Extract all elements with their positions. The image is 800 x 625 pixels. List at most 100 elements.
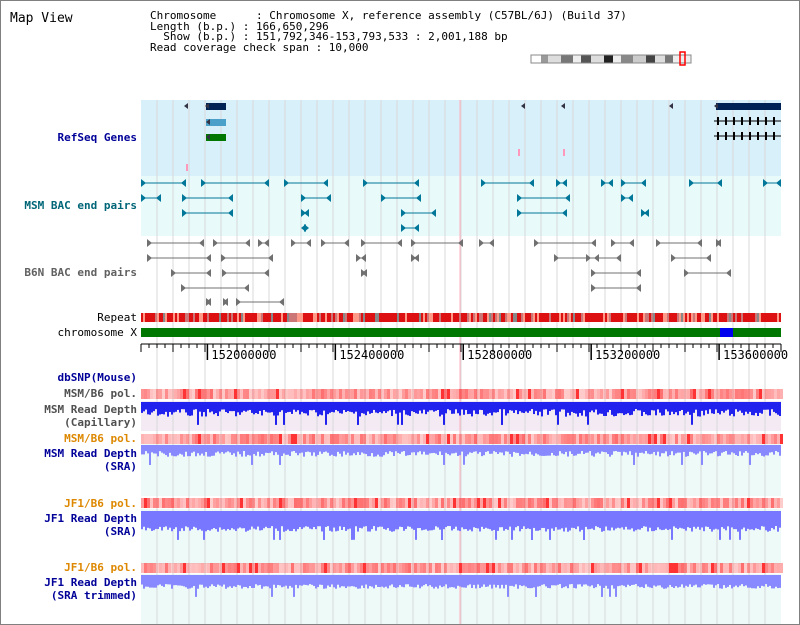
msm-b6-pol-cell	[747, 389, 750, 399]
msm-b6-pol2-cell	[705, 434, 708, 444]
msm-b6-pol-cell	[396, 389, 399, 399]
jf1-b6-pol2-cell	[210, 563, 213, 573]
msm-b6-pol2-cell	[153, 434, 156, 444]
jf1-b6-pol2-cell	[678, 563, 681, 573]
jf1-trim-depth-bar	[403, 575, 405, 588]
msm-b6-pol2-cell	[333, 434, 336, 444]
msm-cap-depth-bar	[577, 402, 579, 417]
jf1-b6-pol-cell	[159, 498, 162, 508]
jf1-trim-depth-bar	[651, 575, 653, 589]
msm-b6-pol-cell	[252, 389, 255, 399]
msm-b6-pol2-cell	[162, 434, 165, 444]
jf1-trim-depth-bar	[439, 575, 441, 586]
msm-b6-pol2-cell	[591, 434, 594, 444]
jf1-trim-depth-bar	[721, 575, 723, 589]
track-label-msm-depth-sra-sub: (SRA)	[103, 460, 137, 473]
repeat-band	[551, 313, 553, 322]
track-label-msm-bac[interactable]: MSM BAC end pairs	[24, 199, 137, 212]
axis-tick-label: 153600000	[723, 348, 788, 362]
msm-b6-pol2-cell	[372, 434, 375, 444]
msm-b6-pol2-cell	[465, 434, 468, 444]
jf1-b6-pol-cell	[237, 498, 240, 508]
msm-b6-pol2-cell	[243, 434, 246, 444]
gene-arrow	[561, 103, 565, 109]
jf1-b6-pol2-cell	[309, 563, 312, 573]
jf1-trim-depth-bar	[279, 575, 281, 586]
jf1-sra-depth-bar	[151, 511, 153, 531]
msm-cap-depth-bar	[563, 402, 565, 410]
repeat-band	[615, 313, 617, 322]
repeat-band	[549, 313, 551, 322]
jf1-b6-pol2-cell	[627, 563, 630, 573]
jf1-sra-depth-bar	[679, 511, 681, 528]
repeat-band	[187, 313, 189, 322]
msm-b6-pol-cell	[156, 389, 159, 399]
msm-b6-pol-cell	[726, 389, 729, 399]
jf1-b6-pol-cell	[165, 498, 168, 508]
jf1-b6-pol2-cell	[279, 563, 282, 573]
jf1-b6-pol-cell	[459, 498, 462, 508]
msm-sra-depth-bar	[159, 445, 161, 452]
msm-cap-depth-bar	[729, 402, 731, 416]
msm-sra-depth-bar	[679, 445, 681, 453]
repeat-band	[727, 313, 729, 322]
repeat-band	[387, 313, 389, 322]
msm-b6-pol-cell	[351, 389, 354, 399]
msm-sra-depth-bar	[637, 445, 639, 457]
b6n-bac-pair	[245, 239, 250, 247]
jf1-b6-pol-cell	[633, 498, 636, 508]
jf1-sra-depth-bar	[263, 511, 265, 529]
msm-cap-depth-bar	[311, 402, 313, 411]
jf1-sra-depth-bar	[515, 511, 517, 528]
jf1-b6-pol-cell	[333, 498, 336, 508]
msm-sra-depth-bar	[529, 445, 531, 452]
jf1-trim-depth-bar	[425, 575, 427, 585]
repeat-band	[539, 313, 541, 322]
repeat-band	[445, 313, 447, 322]
jf1-trim-depth-bar	[759, 575, 761, 589]
repeat-band	[683, 313, 685, 322]
msm-b6-pol-cell	[210, 389, 213, 399]
msm-b6-pol2-cell	[765, 434, 768, 444]
msm-b6-pol2-cell	[201, 434, 204, 444]
msm-sra-depth-bar	[225, 445, 227, 453]
b6n-bac-pair	[244, 284, 249, 292]
jf1-sra-depth-bar	[377, 511, 379, 528]
jf1-sra-depth-bar	[211, 511, 213, 530]
msm-b6-pol2-cell	[375, 434, 378, 444]
msm-cap-depth-bar	[673, 402, 675, 415]
repeat-band	[167, 313, 169, 322]
msm-b6-pol2-cell	[621, 434, 624, 444]
jf1-sra-depth-bar	[369, 511, 371, 532]
msm-sra-depth-bar	[743, 445, 745, 453]
msm-b6-pol2-cell	[360, 434, 363, 444]
jf1-trim-depth-bar	[511, 575, 513, 586]
jf1-b6-pol2-cell	[495, 563, 498, 573]
track-label-b6n-bac[interactable]: B6N BAC end pairs	[24, 266, 137, 279]
jf1-b6-pol-cell	[363, 498, 366, 508]
repeat-band	[423, 313, 425, 322]
jf1-b6-pol-cell	[591, 498, 594, 508]
jf1-b6-pol-cell	[150, 498, 153, 508]
msm-b6-pol2-cell	[237, 434, 240, 444]
msm-b6-pol-cell	[420, 389, 423, 399]
jf1-b6-pol-cell	[177, 498, 180, 508]
track-label-dbsnp[interactable]: dbSNP(Mouse)	[57, 371, 137, 384]
jf1-sra-depth-bar	[427, 511, 429, 531]
jf1-b6-pol-cell	[213, 498, 216, 508]
repeat-band	[405, 313, 407, 322]
b6n-bac-pair	[206, 269, 211, 277]
jf1-trim-depth-bar	[603, 575, 605, 588]
track-label-refseq[interactable]: RefSeq Genes	[57, 131, 137, 144]
info-coverage-span: Read coverage check span : 10,000	[150, 40, 369, 54]
jf1-trim-depth-bar	[217, 575, 219, 585]
repeat-band	[581, 313, 583, 322]
jf1-trim-depth-bar	[191, 575, 193, 588]
msm-bac-pair	[644, 209, 649, 217]
track-label-jf1-depth-sra-sub: (SRA)	[103, 525, 137, 538]
msm-b6-pol2-cell	[489, 434, 492, 444]
jf1-b6-pol-cell	[732, 498, 735, 508]
jf1-sra-depth-bar	[559, 511, 561, 530]
b6n-bac-pair	[489, 239, 494, 247]
